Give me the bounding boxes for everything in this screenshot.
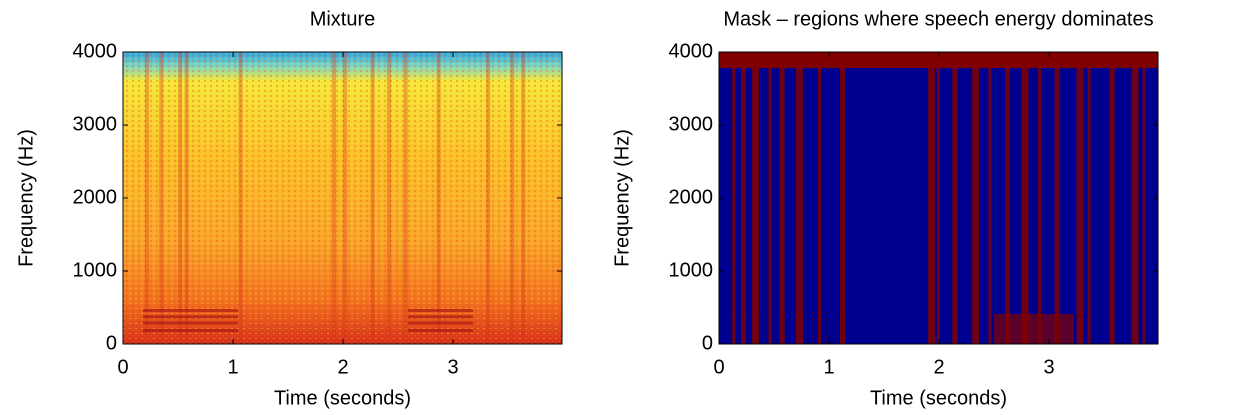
x-tick-label: 1 [227,356,238,378]
spectrogram-streak [510,52,515,344]
mask-streak [741,52,747,344]
x-tick-label: 1 [823,356,834,378]
spectrogram-streak [184,52,189,344]
mask-streak [796,52,804,344]
x-tick-label: 2 [337,356,348,378]
mask-streak [972,52,980,344]
spectrogram-streak [486,52,491,344]
harmonic-band [408,309,473,312]
y-tick-label: 3000 [73,113,118,135]
x-tick-label: 0 [117,356,128,378]
x-tick-label: 2 [933,356,944,378]
mask-streak [1087,52,1091,344]
x-tick-label: 0 [713,356,724,378]
y-tick-label: 1000 [73,259,118,281]
y-tick-label: 3000 [669,113,714,135]
mask-streak [1131,52,1139,344]
harmonic-band [408,321,473,325]
mask-streak [1005,52,1011,344]
spectrogram-streak [521,52,526,344]
spectrogram-streak [159,52,164,344]
spectrogram-streak [370,52,375,344]
mask-streak [752,52,760,344]
mask-streak [988,52,992,344]
spectrogram-streak [436,52,441,344]
mask-streak [779,52,785,344]
image-layer [123,52,562,344]
harmonic-band [408,329,473,332]
panel: 0 1 2 3 0 1000 2000 3000 4000 Mask – regions wher… [611,8,1159,409]
harmonic-band [143,329,238,332]
mask-streak [936,52,940,344]
y-tick-label: 0 [106,332,117,354]
mask-streak [1142,52,1146,344]
harmonic-band [408,315,473,319]
panel: 0 1 2 3 0 1000 2000 3000 4000 Mixture Time (second… [15,8,563,409]
spectrogram-streak [238,52,243,344]
y-tick-label: 1000 [669,259,714,281]
y-tick-label: 0 [702,332,713,354]
x-axis-label: Time (seconds) [274,387,411,409]
spectrogram-streak [145,52,150,344]
x-tick-label: 3 [1044,356,1055,378]
mask-low-band [729,309,844,344]
spectrogram-streak [332,52,337,344]
x-tick-label: 3 [448,356,459,378]
mask-low-band [994,314,1074,344]
mask-streak [768,52,772,344]
image-layer [719,52,1158,344]
harmonic-band [143,321,238,325]
mask-streak [1076,52,1084,344]
mask-streak [1109,52,1115,344]
harmonic-band [143,309,238,312]
chart-title: Mask – regions where speech energy domin… [723,8,1153,30]
mask-streak [928,52,936,344]
mask-streak [952,52,958,344]
mask-streak [1038,52,1042,344]
mask-streak [1054,52,1060,344]
spectrogram-noise [123,52,562,344]
y-axis-label: Frequency (Hz) [15,129,37,267]
chart-title: Mixture [310,8,376,30]
harmonic-band [143,315,238,319]
y-axis-label: Frequency (Hz) [611,129,633,267]
spectrogram-streak [387,52,392,344]
y-tick-label: 4000 [73,40,118,62]
y-tick-label: 2000 [73,186,118,208]
mask-streak [818,52,822,344]
x-axis-label: Time (seconds) [870,387,1007,409]
mask-streak [1021,52,1029,344]
mask-streak [732,52,736,344]
spectrogram-streak [343,52,348,344]
spectrogram-streak [178,52,183,344]
y-tick-label: 4000 [669,40,714,62]
mask-streak [840,52,846,344]
spectrogram-streak [403,52,408,344]
y-tick-label: 2000 [669,186,714,208]
